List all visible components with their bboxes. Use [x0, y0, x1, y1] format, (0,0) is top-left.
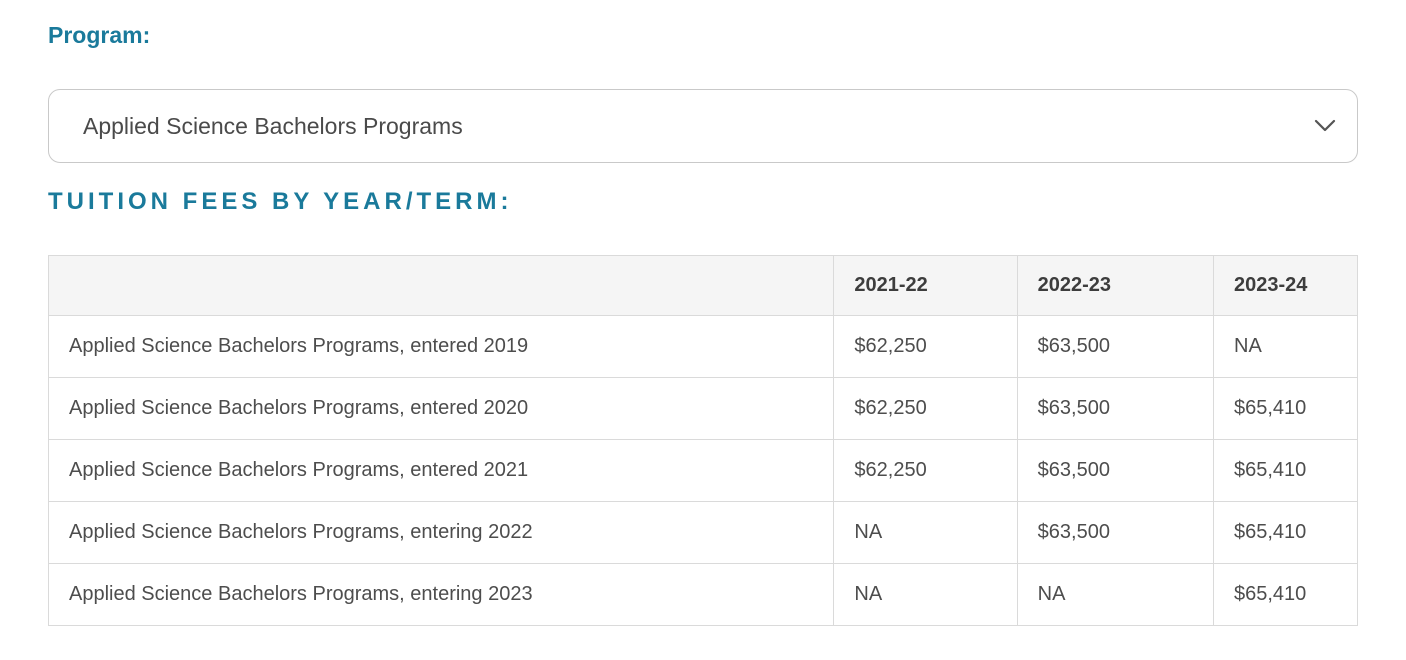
fee-cell: NA: [1213, 315, 1358, 378]
column-header-2022-23: 2022-23: [1016, 255, 1215, 316]
fee-cell: $62,250: [833, 377, 1018, 440]
row-label: Applied Science Bachelors Programs, ente…: [47, 501, 835, 564]
table-row: Applied Science Bachelors Programs, ente…: [47, 439, 1358, 502]
fee-cell: $65,410: [1213, 439, 1358, 502]
row-label: Applied Science Bachelors Programs, ente…: [47, 315, 835, 378]
fee-cell: $63,500: [1016, 377, 1215, 440]
table-header-row: 2021-22 2022-23 2023-24: [47, 255, 1358, 316]
tuition-heading: TUITION FEES BY YEAR/TERM:: [48, 188, 513, 215]
table-row: Applied Science Bachelors Programs, ente…: [47, 563, 1358, 626]
fee-cell: $62,250: [833, 315, 1018, 378]
tuition-table: 2021-22 2022-23 2023-24 Applied Science …: [47, 255, 1358, 626]
fee-cell: NA: [1016, 563, 1215, 626]
program-select[interactable]: Applied Science Bachelors Programs: [48, 89, 1358, 163]
fee-cell: NA: [833, 563, 1018, 626]
table-row: Applied Science Bachelors Programs, ente…: [47, 315, 1358, 378]
row-label: Applied Science Bachelors Programs, ente…: [47, 563, 835, 626]
tuition-page: Program: Applied Science Bachelors Progr…: [47, 22, 1358, 626]
row-label: Applied Science Bachelors Programs, ente…: [47, 439, 835, 502]
fee-cell: $65,410: [1213, 377, 1358, 440]
column-header-program: [47, 255, 835, 316]
column-header-2023-24: 2023-24: [1213, 255, 1358, 316]
table-row: Applied Science Bachelors Programs, ente…: [47, 377, 1358, 440]
table-row: Applied Science Bachelors Programs, ente…: [47, 501, 1358, 564]
fee-cell: $62,250: [833, 439, 1018, 502]
row-label: Applied Science Bachelors Programs, ente…: [47, 377, 835, 440]
program-select-wrapper: Applied Science Bachelors Programs: [48, 89, 1358, 163]
fee-cell: $65,410: [1213, 563, 1358, 626]
fee-cell: $65,410: [1213, 501, 1358, 564]
program-label: Program:: [48, 22, 151, 48]
fee-cell: NA: [833, 501, 1018, 564]
fee-cell: $63,500: [1016, 439, 1215, 502]
fee-cell: $63,500: [1016, 315, 1215, 378]
column-header-2021-22: 2021-22: [833, 255, 1018, 316]
fee-cell: $63,500: [1016, 501, 1215, 564]
